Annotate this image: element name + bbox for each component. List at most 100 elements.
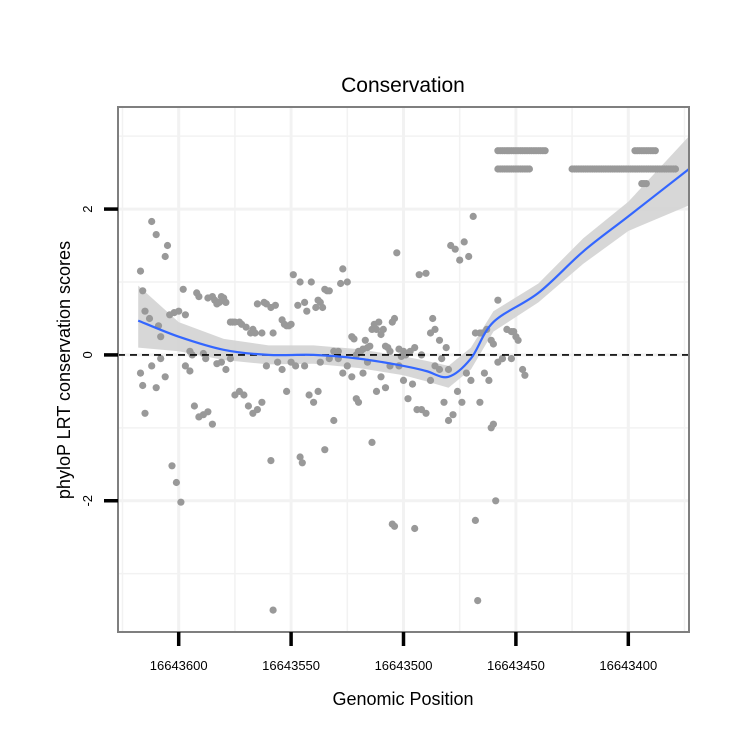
data-point [343,362,351,370]
data-point [444,365,453,374]
x-tick-label: 16643550 [262,658,320,673]
data-point [462,369,470,377]
y-tick-label: 2 [80,205,95,212]
data-point [258,398,266,406]
axes: 16643600 16643550 16643500 16643450 16643400… [80,205,657,673]
data-point [253,300,261,308]
data-point [366,342,374,350]
data-point [471,516,479,525]
data-point [429,314,437,323]
data-point [157,355,165,363]
data-point [453,387,462,395]
data-point [163,241,172,250]
y-tick-label: -2 [80,495,95,507]
data-point [361,336,369,344]
data-point [172,478,180,487]
data-point [208,420,216,428]
data-point [393,249,401,257]
data-point [422,269,430,277]
data-point [379,325,387,333]
data-point [386,347,394,355]
data-point [372,325,381,333]
x-tick-label: 16643500 [375,658,433,673]
data-point [161,373,169,381]
data-point [334,347,342,355]
data-point [426,376,435,384]
chart-title: Conservation [341,74,465,97]
data-point [307,278,315,286]
data-point [269,329,277,337]
data-point [186,367,194,375]
data-point [337,279,345,288]
data-point [274,358,282,366]
data-point [480,369,488,377]
data-point [431,325,439,333]
data-point [435,336,444,344]
data-point [310,398,318,406]
data-point [136,369,145,377]
data-point [161,252,169,261]
data-point [494,296,502,304]
data-point [226,355,234,363]
data-point [319,303,327,312]
smooth-trend-line [137,168,690,379]
data-point [460,238,468,246]
data-point [298,459,306,467]
data-point [181,362,189,370]
data-point [177,498,185,506]
data-point [519,365,527,374]
data-point [278,365,286,374]
data-point [444,416,453,425]
data-point [271,301,279,309]
data-point [525,165,534,173]
data-point [489,340,497,348]
data-point [258,329,266,337]
data-point [339,265,347,273]
data-point [152,231,160,239]
data-point [251,329,259,337]
data-point [141,307,149,315]
data-point [242,323,250,331]
data-point [195,293,203,301]
data-point [350,335,358,343]
data-point [343,278,351,286]
x-axis-title: Genomic Position [332,689,473,709]
data-point [411,344,419,352]
data-point [217,358,225,366]
data-point [408,380,417,388]
data-point [435,365,444,374]
data-point [339,369,347,377]
data-point [139,381,147,390]
data-point [354,398,363,406]
data-point [168,462,176,470]
data-point [294,301,302,309]
data-point [514,336,522,344]
data-point [456,256,464,264]
data-points [136,147,680,614]
x-tick-label: 16643400 [599,658,657,673]
data-point [521,371,529,379]
x-tick-label: 16643450 [487,658,545,673]
data-point [222,365,230,374]
data-point [381,384,390,392]
data-point [465,252,473,261]
data-point [372,387,381,395]
data-point [476,398,484,406]
data-point [458,398,466,406]
data-point [141,409,149,417]
y-axis-title: phyloP LRT conservation scores [54,241,74,499]
data-point [671,165,680,173]
data-point [485,376,493,384]
data-point [325,287,333,295]
data-point [390,522,399,530]
y-tick-label: 0 [80,351,95,358]
data-point [204,408,212,416]
data-point [253,406,261,414]
data-point [314,387,322,395]
data-point [359,369,367,377]
data-point [262,362,270,370]
data-point [289,271,297,279]
data-point [321,446,329,454]
x-tick-label: 16643600 [150,658,208,673]
